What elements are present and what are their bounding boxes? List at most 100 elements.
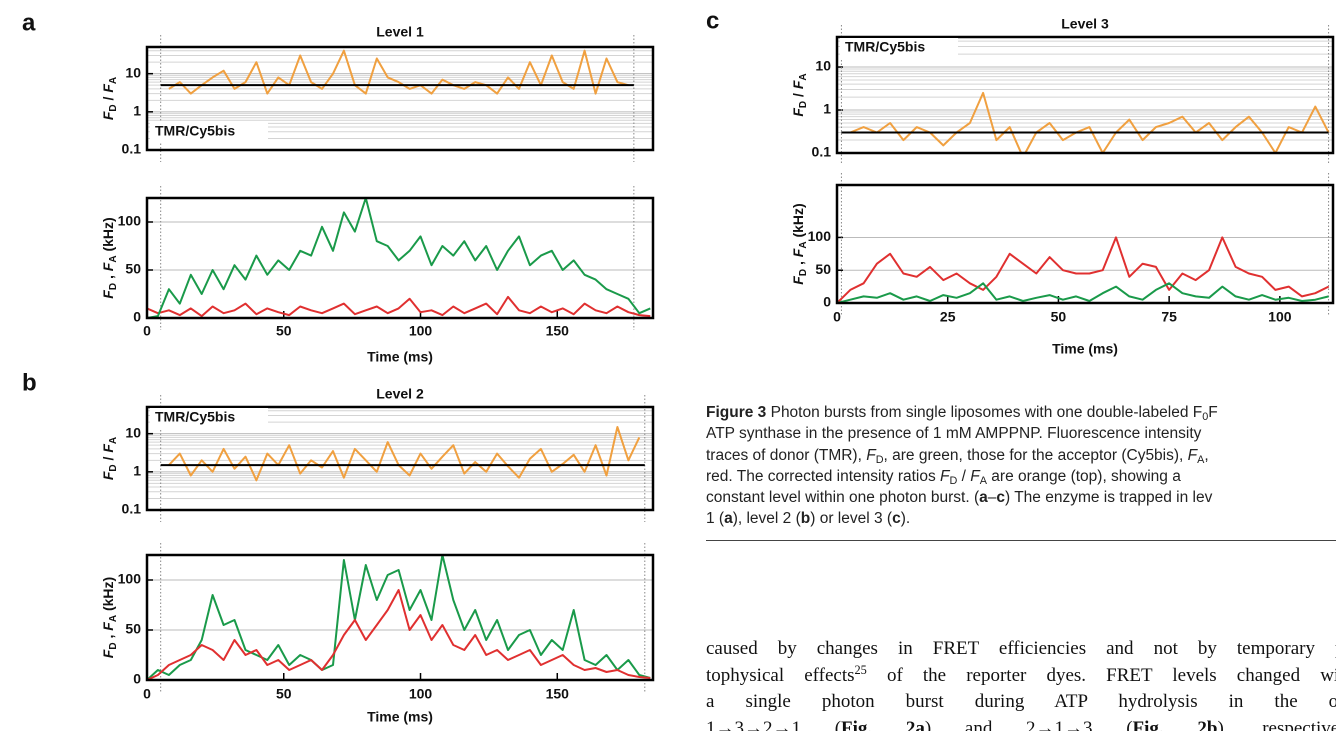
x-tick-label: 50 [276, 323, 292, 339]
caption-line-text: F [1187, 446, 1198, 464]
y-axis-label-part: F [790, 108, 806, 117]
panel-label: b [22, 369, 37, 396]
y-axis-label-part: D [108, 283, 119, 290]
y-axis-label-part: F [100, 444, 116, 453]
y-tick-label: 1 [133, 103, 141, 119]
y-tick-label: 100 [118, 213, 142, 229]
caption-line-text: c [996, 489, 1006, 507]
x-tick-label: 0 [143, 686, 151, 702]
caption-line-text: ) The enzyme is trapped in lev [1005, 489, 1213, 507]
caption-line-text: , [1204, 446, 1209, 464]
plot-frame [145, 405, 655, 512]
chart-title: Level 3 [1061, 16, 1109, 32]
x-tick-label: 100 [409, 686, 433, 702]
caption-line: ATP synthase in the presence of 1 mM AMP… [706, 423, 1336, 444]
y-axis-label-part: F [790, 248, 806, 257]
caption-line-text: – [987, 489, 997, 507]
y-axis-label-part: F [100, 262, 116, 271]
body-line-text: 1→3→2→1 ( [706, 717, 842, 731]
y-axis-label-part: , [790, 257, 806, 269]
caption-line-text: Photon bursts from single liposomes with… [766, 404, 1203, 421]
caption-line-text: are orange (top), showing a [986, 467, 1181, 485]
caption-line-text: 1 ( [706, 510, 725, 528]
caption-line-text: / [957, 467, 971, 485]
caption-line-text: , are green, those for the acceptor (Cy5… [883, 446, 1188, 464]
body-line-text: caused by changes in FRET efficiencies a… [706, 638, 1336, 659]
annotation: TMR/Cy5bis [155, 123, 235, 139]
y-axis-label-part: (kHz) [100, 217, 116, 255]
y-axis-label: FD , FA (kHz) [100, 577, 119, 658]
y-tick-label: 0 [133, 671, 141, 687]
caption-line-text: b [800, 510, 811, 528]
y-axis-label-part: A [108, 615, 119, 622]
caption-line-text: ), level 2 ( [732, 510, 801, 528]
caption-line: 1 (a), level 2 (b) or level 3 (c). [706, 508, 1336, 529]
y-tick-label: 50 [815, 261, 831, 277]
caption-line-text: F [940, 467, 950, 485]
x-tick-label: 50 [1051, 309, 1067, 325]
annotation: TMR/Cy5bis [155, 409, 235, 425]
caption-line: constant level within one photon burst. … [706, 487, 1336, 508]
body-line-text: ), respectively [1217, 717, 1336, 731]
x-axis-label: Time (ms) [367, 709, 433, 725]
x-tick-label: 100 [409, 323, 433, 339]
figure-caption: Figure 3 Photon bursts from single lipos… [706, 402, 1336, 530]
plot-frame [145, 196, 655, 320]
data-line [837, 282, 1329, 303]
y-axis-label-part: D [798, 269, 809, 276]
y-axis-label-part: F [100, 290, 116, 299]
caption-line: traces of donor (TMR), FD, are green, th… [706, 445, 1336, 466]
caption-line-text: F [866, 446, 876, 464]
y-tick-label: 0.1 [812, 144, 832, 160]
y-tick-label: 1 [823, 101, 831, 117]
caption-line-text: a [724, 510, 733, 528]
data-line [147, 198, 651, 318]
caption-line-text: 0 [1202, 411, 1209, 423]
y-axis-label-part: (kHz) [790, 203, 806, 241]
data-line [837, 236, 1330, 303]
annotation-bg [840, 38, 958, 58]
y-axis-label: FD / FA [100, 437, 119, 480]
caption-line-text: A [1197, 453, 1205, 466]
y-axis-label-part: D [798, 101, 809, 108]
caption-line-text: constant level within one photon burst. … [706, 489, 980, 507]
caption-line-text: Figure 3 [706, 404, 767, 421]
body-line-text: Fig. 2b [1132, 717, 1218, 731]
caption-line-text: A [979, 474, 987, 487]
y-axis-label-part: / [100, 93, 116, 105]
body-line: a single photon burst during ATP hydroly… [706, 689, 1336, 716]
x-tick-label: 0 [833, 309, 841, 325]
y-tick-label: 0.1 [122, 141, 142, 157]
y-axis-label-part: F [100, 111, 116, 120]
y-axis-label-part: D [108, 642, 119, 649]
y-axis-label-part: A [108, 255, 119, 262]
y-tick-label: 10 [125, 64, 141, 80]
x-tick-label: 150 [546, 686, 570, 702]
y-axis-label-part: F [100, 84, 116, 93]
y-tick-label: 1 [133, 463, 141, 479]
body-line: tophysical effects25 of the reporter dye… [706, 663, 1336, 690]
y-tick-label: 10 [125, 424, 141, 440]
y-axis-label-part: A [108, 77, 119, 84]
y-axis-label-part: D [108, 464, 119, 471]
y-axis-label-part: F [100, 649, 116, 658]
y-tick-label: 0 [823, 294, 831, 310]
y-tick-label: 50 [125, 621, 141, 637]
y-axis-label-part: F [790, 276, 806, 285]
body-line-text: Fig. 2a [841, 717, 925, 731]
caption-line-text: D [949, 474, 958, 487]
y-axis-label-part: D [108, 104, 119, 111]
annotation-bg [150, 122, 268, 142]
annotation: TMR/Cy5bis [845, 39, 925, 55]
caption-rule [706, 540, 1336, 541]
y-tick-label: 0.1 [122, 501, 142, 517]
plot-frame [145, 45, 655, 152]
y-axis-label-part: A [108, 437, 119, 444]
y-axis-label: FD , FA (kHz) [100, 217, 119, 298]
caption-line-text: ). [900, 510, 911, 528]
caption-line-text: F [970, 467, 980, 485]
y-axis-label: FD , FA (kHz) [790, 203, 809, 284]
chart-title: Level 2 [376, 386, 424, 402]
panel-label: a [22, 9, 36, 36]
